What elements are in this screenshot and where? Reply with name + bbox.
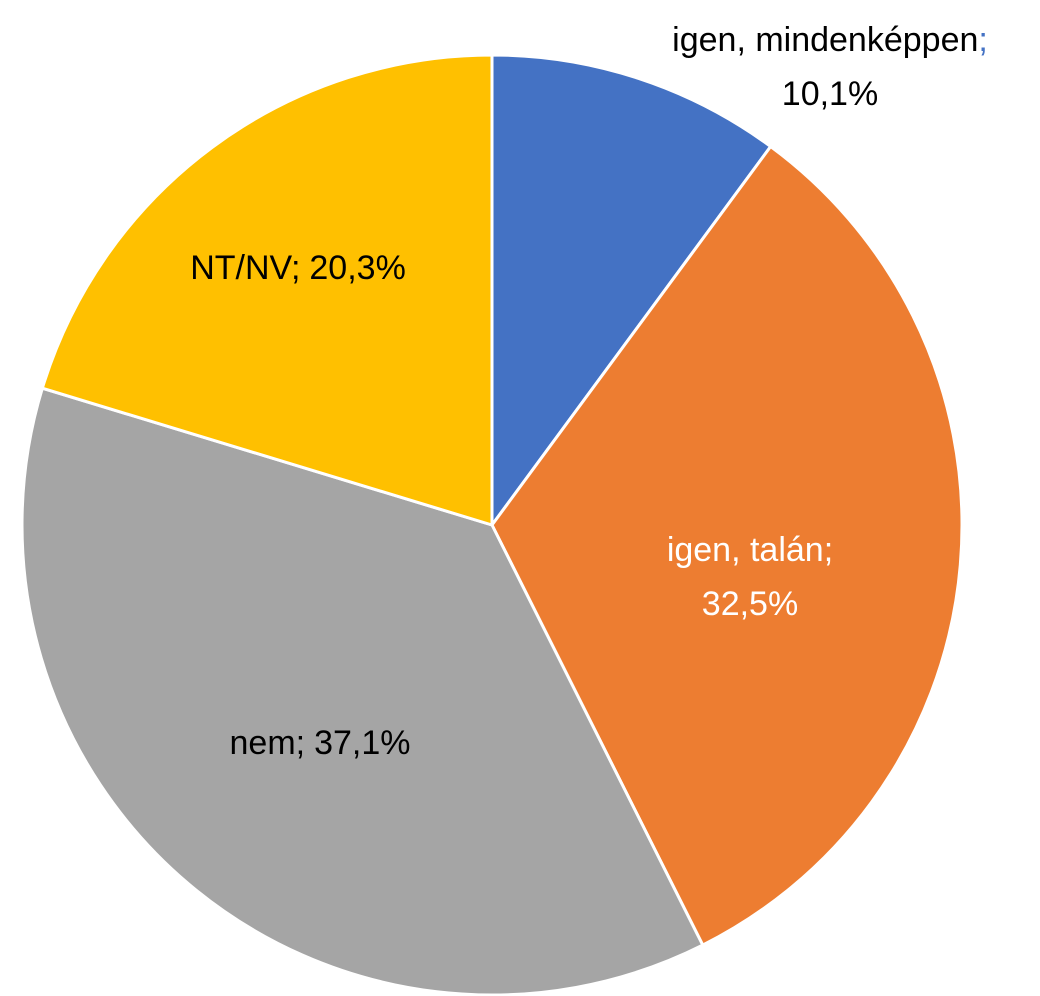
data-label: nem; 37,1% xyxy=(230,724,411,762)
pie-slice xyxy=(40,53,494,528)
label-separator: ; xyxy=(291,249,300,287)
data-label: igen, talán; 32,5% xyxy=(667,531,833,623)
label-category: NT/NV xyxy=(190,249,292,287)
label-value: 20,3% xyxy=(309,249,405,287)
label-value: 37,1% xyxy=(314,724,410,762)
pie-slice xyxy=(20,386,705,996)
label-separator: ; xyxy=(978,21,987,59)
pie-slice xyxy=(490,144,964,948)
label-category: igen, talán xyxy=(667,531,824,569)
label-value: 32,5% xyxy=(702,585,798,623)
label-separator: ; xyxy=(824,531,833,569)
label-category: igen, mindenképpen xyxy=(672,21,978,59)
label-separator: ; xyxy=(296,724,305,762)
label-category: nem xyxy=(230,724,296,762)
label-value: 10,1% xyxy=(782,75,878,113)
pie-slice xyxy=(490,53,773,530)
data-label: igen, mindenképpen; 10,1% xyxy=(672,21,988,113)
data-label: NT/NV; 20,3% xyxy=(190,249,406,287)
